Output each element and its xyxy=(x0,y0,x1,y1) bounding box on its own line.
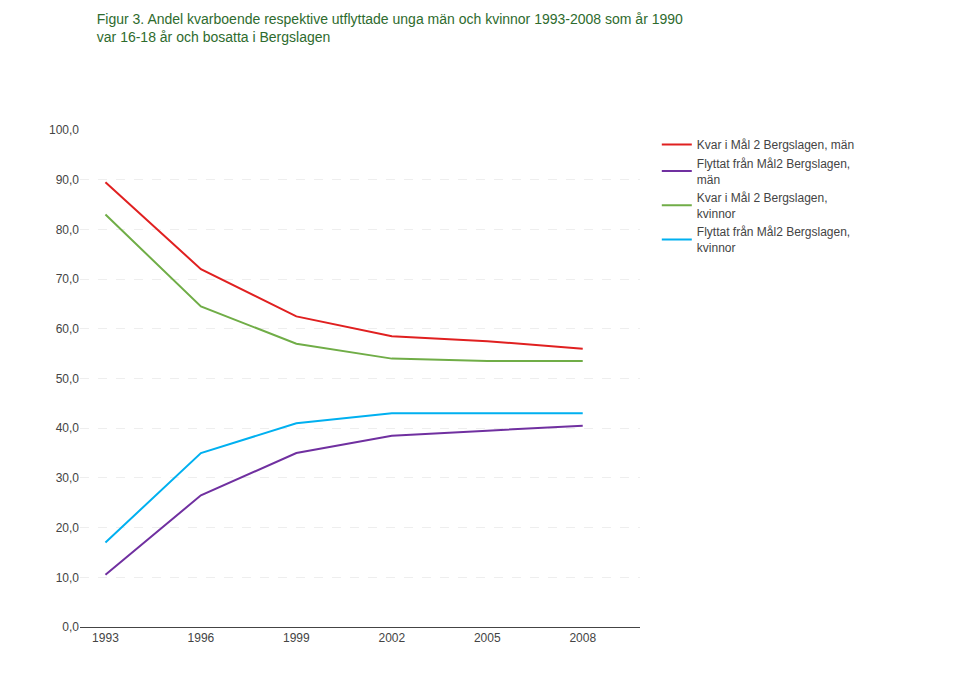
svg-text:30,0: 30,0 xyxy=(56,471,80,485)
svg-text:100,0: 100,0 xyxy=(49,123,79,137)
svg-text:2008: 2008 xyxy=(569,631,596,645)
svg-text:1993: 1993 xyxy=(92,631,119,645)
svg-text:70,0: 70,0 xyxy=(56,272,80,286)
svg-text:Flyttat från Mål2 Bergslagen,m: Flyttat från Mål2 Bergslagen,män xyxy=(697,157,850,187)
svg-text:2005: 2005 xyxy=(474,631,501,645)
svg-text:40,0: 40,0 xyxy=(56,421,80,435)
svg-text:80,0: 80,0 xyxy=(56,223,80,237)
svg-text:20,0: 20,0 xyxy=(56,521,80,535)
svg-text:1996: 1996 xyxy=(188,631,215,645)
svg-text:1999: 1999 xyxy=(283,631,310,645)
svg-text:Figur 3. Andel kvarboende resp: Figur 3. Andel kvarboende respektive utf… xyxy=(97,11,683,45)
svg-text:60,0: 60,0 xyxy=(56,322,80,336)
svg-text:50,0: 50,0 xyxy=(56,372,80,386)
svg-text:10,0: 10,0 xyxy=(56,571,80,585)
svg-text:Kvar i Mål 2 Bergslagen,kvinno: Kvar i Mål 2 Bergslagen,kvinnor xyxy=(697,191,828,221)
svg-text:90,0: 90,0 xyxy=(56,173,80,187)
svg-text:Flyttat från Mål2 Bergslagen,k: Flyttat från Mål2 Bergslagen,kvinnor xyxy=(697,225,850,255)
svg-text:2002: 2002 xyxy=(378,631,405,645)
svg-text:Kvar i Mål 2 Bergslagen, män: Kvar i Mål 2 Bergslagen, män xyxy=(697,138,854,152)
svg-text:0,0: 0,0 xyxy=(62,620,79,634)
